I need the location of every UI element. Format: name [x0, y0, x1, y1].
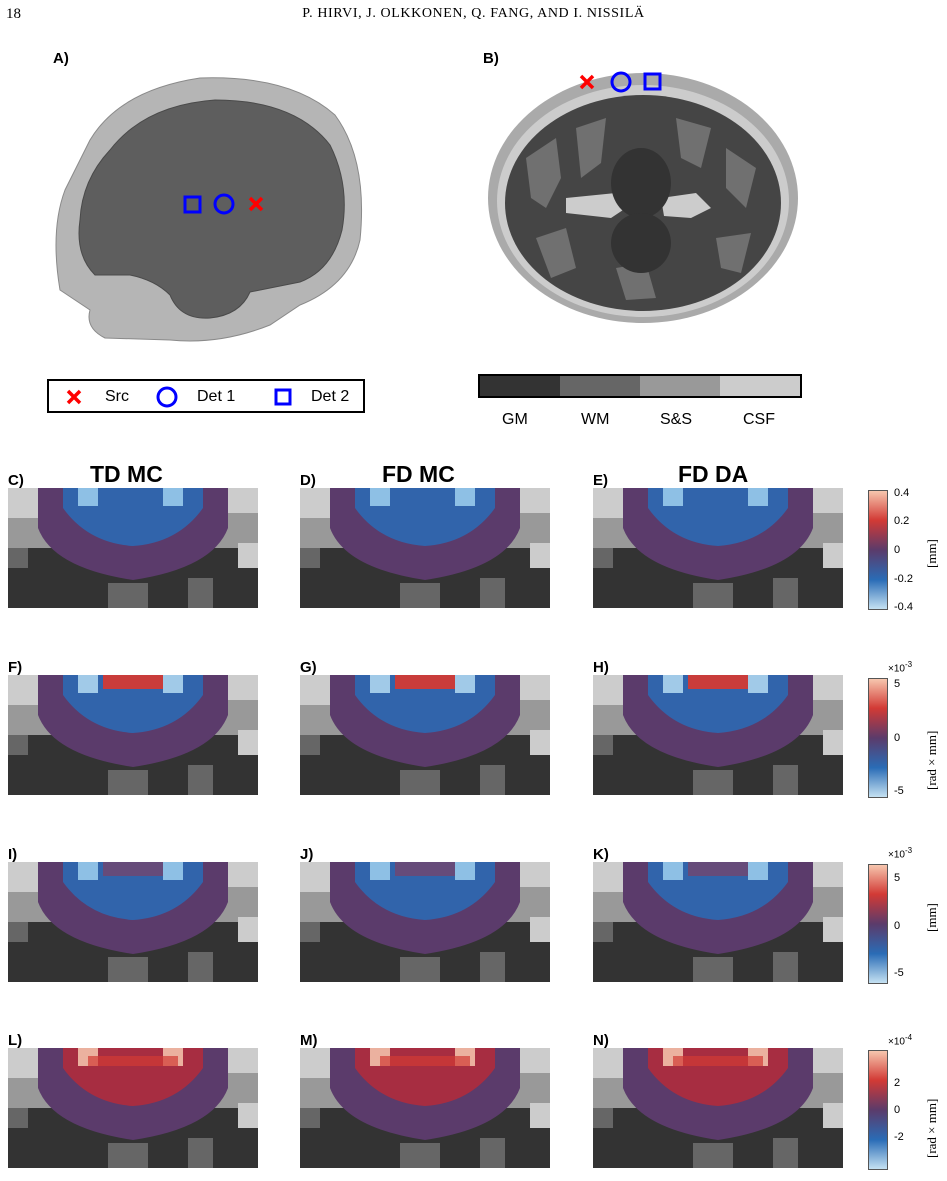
legend-label-src: Src: [105, 388, 129, 405]
panel-label-a: A): [53, 50, 69, 67]
head-3d-render: [55, 77, 363, 342]
column-title-fd-da: FD DA: [678, 461, 749, 487]
detector-1-marker-b: [610, 71, 632, 93]
colorbar-row-2: [868, 678, 888, 798]
heatmap-panel-j: [300, 862, 550, 982]
cb3-exponent: ×10-3: [888, 846, 913, 861]
cb1-tick: 0.4: [894, 487, 910, 499]
cb1-tick: 0: [894, 544, 901, 556]
cb2-tick: 5: [894, 678, 901, 690]
heatmap-panel-g: [300, 675, 550, 795]
page-number: 18: [6, 6, 21, 22]
cb4-exponent: ×10-4: [888, 1033, 913, 1048]
heatmap-panel-f: [8, 675, 258, 795]
tissue-seg-ss: [640, 376, 720, 396]
cb2-tick: 0: [894, 732, 901, 744]
panel-label-b: B): [483, 50, 499, 67]
running-header: P. HIRVI, J. OLKKONEN, Q. FANG, AND I. N…: [302, 6, 645, 21]
panel-label-k: K): [593, 846, 609, 863]
cb3-unit: [mm]: [924, 903, 939, 932]
heatmap-panel-l: [8, 1048, 258, 1168]
panel-label-m: M): [300, 1032, 318, 1049]
legend-label-det2: Det 2: [311, 388, 350, 405]
tissue-label-wm: WM: [581, 411, 610, 428]
square-icon: [274, 388, 292, 406]
column-title-fd-mc: FD MC: [382, 461, 455, 487]
heatmap-panel-c: [8, 488, 258, 608]
tissue-seg-csf: [720, 376, 800, 396]
circle-icon: [156, 386, 178, 408]
heatmap-panel-d: [300, 488, 550, 608]
colorbar-row-4: [868, 1050, 888, 1170]
heatmap-panel-k: [593, 862, 843, 982]
panel-label-g: G): [300, 659, 317, 676]
panel-label-d: D): [300, 472, 316, 489]
panel-label-h: H): [593, 659, 609, 676]
legend-label-det1: Det 1: [197, 388, 236, 405]
cb1-tick: -0.4: [894, 601, 913, 613]
tissue-seg-wm: [560, 376, 640, 396]
marker-legend: Src Det 1 Det 2: [47, 379, 365, 413]
tissue-label-csf: CSF: [743, 411, 775, 428]
tissue-label-ss: S&S: [660, 411, 693, 428]
cb4-unit: [rad × mm]: [924, 1098, 939, 1158]
cb3-tick: 5: [894, 872, 901, 884]
cb4-tick: -2: [894, 1131, 904, 1143]
heatmap-panel-m: [300, 1048, 550, 1168]
panel-label-e: E): [593, 472, 608, 489]
cb4-tick: 0: [894, 1104, 901, 1116]
cb2-tick: -5: [894, 785, 904, 797]
detector-2-marker: [183, 195, 202, 214]
heatmap-panel-e: [593, 488, 843, 608]
heatmap-panel-h: [593, 675, 843, 795]
cb2-unit: [rad × mm]: [924, 730, 939, 790]
colorbar-row-1: [868, 490, 888, 610]
colorbar-row-3: [868, 864, 888, 984]
panel-label-j: J): [300, 846, 314, 863]
segmented-slice: [488, 71, 798, 323]
panel-label-f: F): [8, 659, 23, 676]
cb1-tick: -0.2: [894, 573, 913, 585]
cb3-tick: -5: [894, 967, 904, 979]
panel-label-i: I): [8, 846, 18, 863]
panel-label-l: L): [8, 1032, 23, 1049]
tissue-colorbar: [478, 374, 802, 398]
detector-1-marker: [213, 193, 235, 215]
tissue-label-gm: GM: [502, 411, 528, 428]
source-marker-b: [579, 74, 595, 90]
x-cross-icon: [66, 389, 82, 405]
column-title-td-mc: TD MC: [90, 461, 163, 487]
heatmap-panel-n: [593, 1048, 843, 1168]
detector-2-marker-b: [643, 72, 662, 91]
source-marker: [248, 196, 264, 212]
panel-label-c: C): [8, 472, 24, 489]
panel-label-n: N): [593, 1032, 609, 1049]
cb3-tick: 0: [894, 920, 901, 932]
cb1-tick: 0.2: [894, 515, 910, 527]
tissue-seg-gm: [480, 376, 560, 396]
heatmap-panel-i: [8, 862, 258, 982]
cb1-unit: [mm]: [924, 539, 939, 568]
cb2-exponent: ×10-3: [888, 660, 913, 675]
cb4-tick: 2: [894, 1077, 901, 1089]
